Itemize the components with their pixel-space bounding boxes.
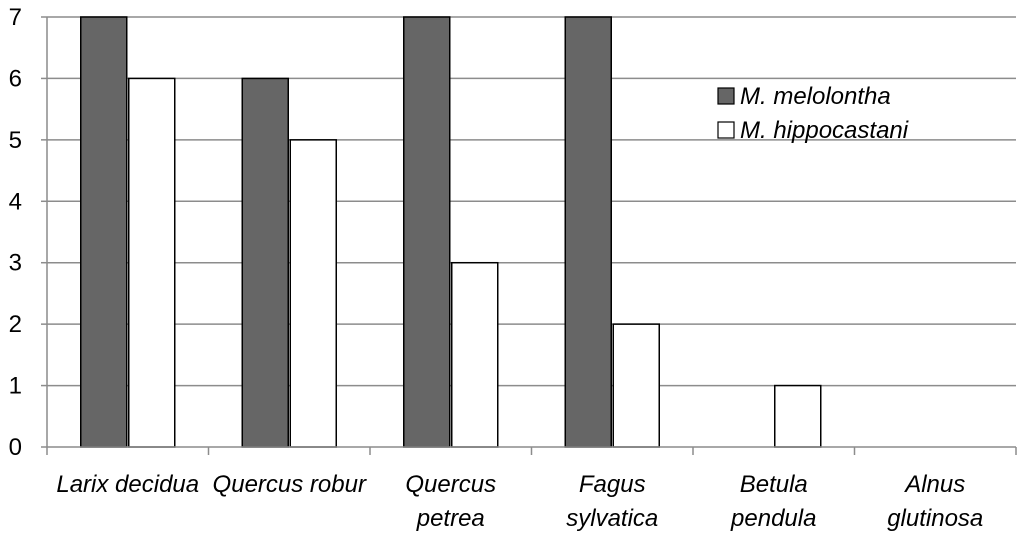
x-category-label: Betula [740,471,808,498]
y-tick-label: 1 [9,373,22,400]
bar-hippocastani [451,261,499,448]
x-category-label: petrea [416,505,485,532]
bar-melolontha [403,16,451,448]
y-tick-label: 6 [9,65,22,92]
y-tick-label: 7 [9,4,22,31]
y-tick-label: 4 [9,188,22,215]
bar-hippocastani [612,323,660,448]
x-category-label: pendula [730,505,816,532]
legend: M. melolontha M. hippocastani [717,83,909,144]
bar-hippocastani [289,139,337,448]
x-category-label: sylvatica [566,505,658,532]
x-category-label: Alnus [903,471,965,498]
gridlines [47,16,1016,387]
bar-melolontha [241,77,289,448]
bar-hippocastani [774,384,822,448]
y-tick-label: 3 [9,250,22,277]
legend-label: M. melolontha [740,83,891,110]
legend-swatch [717,87,735,105]
bar-melolontha [564,16,612,448]
y-axis-tick-labels: 0 1 2 3 4 5 6 7 [9,4,22,461]
legend-label: M. hippocastani [740,117,909,144]
bar-hippocastani [128,77,176,448]
y-tick-label: 5 [9,127,22,154]
axes [41,16,1017,455]
legend-swatch [717,121,735,139]
bars [80,16,822,448]
x-category-label: Fagus [579,471,646,498]
x-category-label: Larix decidua [56,471,199,498]
y-tick-label: 2 [9,311,22,338]
y-tick-label: 0 [9,434,22,461]
x-category-label: Quercus robur [213,471,367,498]
x-category-label: Quercus [405,471,496,498]
x-category-label: glutinosa [887,505,983,532]
bar-melolontha [80,16,128,448]
x-axis-category-labels: Larix decidua Quercus robur Quercus petrea F… [56,471,983,532]
